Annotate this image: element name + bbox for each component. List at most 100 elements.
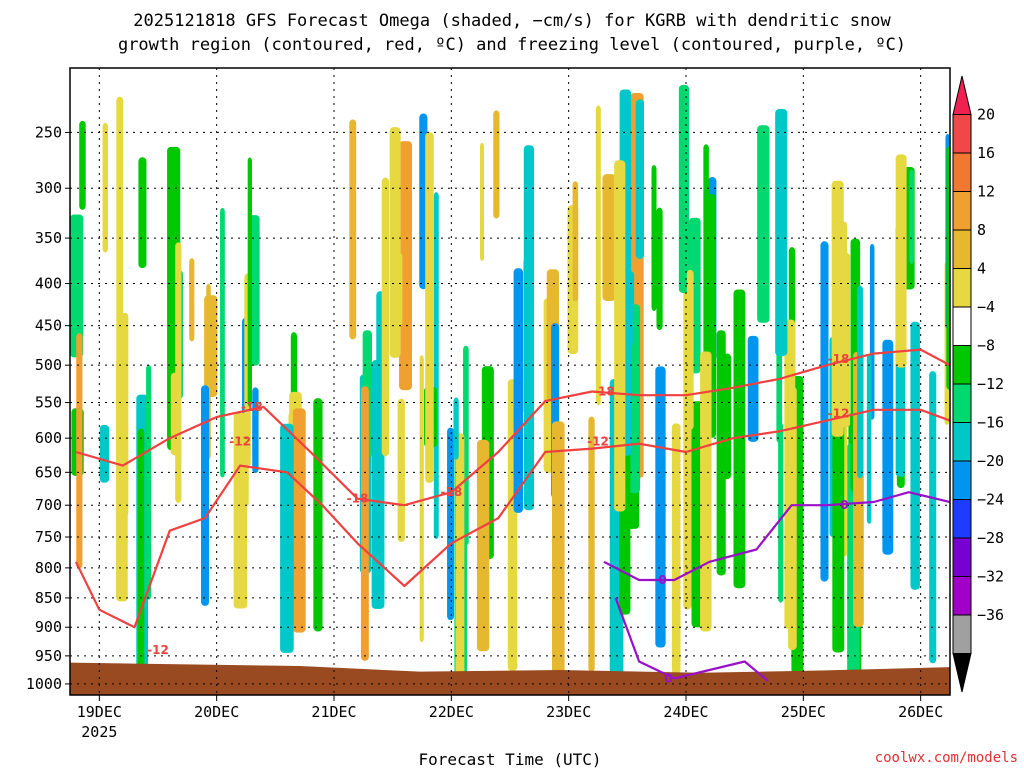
omega-streak (233, 412, 248, 609)
colorbar-label: −20 (977, 452, 1004, 470)
plot-frame (69, 67, 951, 696)
y-tick-label: 500 (35, 356, 62, 374)
omega-streak (929, 371, 937, 664)
omega-streak (552, 421, 565, 679)
colorbar-swatch (952, 614, 972, 654)
omega-streak (137, 428, 145, 679)
omega-streak (247, 157, 252, 407)
omega-streak (820, 241, 829, 582)
contour-label-lower: -12 (587, 435, 609, 449)
colorbar-swatch (952, 499, 972, 539)
title-line-1: 2025121818 GFS Forecast Omega (shaded, −… (133, 11, 891, 31)
omega-streak (635, 99, 644, 259)
omega-streak (360, 386, 369, 661)
omega-streak (839, 252, 851, 428)
omega-streak (476, 439, 490, 652)
colorbar-label: 12 (977, 183, 995, 201)
colorbar-swatch (952, 576, 972, 616)
y-tick-label: 950 (35, 647, 62, 665)
omega-streak (175, 242, 182, 503)
omega-streak (523, 145, 535, 511)
colorbar-label: −24 (977, 491, 1004, 509)
contour-label-upper: -18 (241, 400, 263, 414)
colorbar-label: 16 (977, 144, 995, 162)
omega-streak (493, 110, 500, 219)
omega-streak (425, 132, 434, 483)
contour-label-freezing: 0 (840, 498, 848, 512)
omega-streak (895, 154, 907, 368)
colorbar-swatch (952, 460, 972, 500)
x-tick-label: 23DEC (546, 703, 591, 721)
y-tick-label: 400 (35, 275, 62, 293)
colorbar-swatch (952, 537, 972, 577)
omega-streak (655, 366, 666, 648)
colorbar-swatch (952, 345, 972, 385)
omega-streak (614, 160, 626, 512)
y-tick-label: 600 (35, 429, 62, 447)
x-tick-label: 24DEC (663, 703, 708, 721)
omega-streak (99, 424, 110, 483)
omega-streak (313, 398, 323, 632)
y-tick-label: 550 (35, 394, 62, 412)
omega-streak (757, 125, 770, 323)
omega-streak (747, 335, 759, 442)
colorbar-swatch (952, 422, 972, 462)
colorbar-label: −4 (977, 298, 995, 316)
y-tick-label: 800 (35, 559, 62, 577)
colorbar-swatch (952, 229, 972, 269)
contour-label-upper: -18 (347, 492, 369, 506)
colorbar-label: 20 (977, 106, 995, 124)
contour-label-freezing: 0 (658, 573, 666, 587)
credit-text: coolwx.com/models (875, 750, 1018, 766)
omega-streak (686, 269, 694, 430)
omega-streak (882, 339, 894, 555)
x-tick-label: 25DEC (781, 703, 826, 721)
omega-streak (455, 433, 465, 679)
y-tick-label: 700 (35, 496, 62, 514)
contour-label-freezing: 0 (664, 671, 672, 685)
terrain-shape (70, 662, 950, 695)
omega-streak (138, 157, 147, 269)
omega-streak (775, 109, 788, 356)
y-tick-label: 650 (35, 463, 62, 481)
colorbar-swatch (952, 383, 972, 423)
omega-streak (102, 122, 108, 253)
colorbar-label: −28 (977, 529, 1004, 547)
omega-streak (280, 423, 294, 653)
contour-label-lower: -12 (229, 435, 251, 449)
x-tick-label: 26DEC (898, 703, 943, 721)
y-tick-label: 450 (35, 317, 62, 335)
omega-streak (572, 181, 579, 302)
colorbar-label: 4 (977, 260, 986, 278)
x-year-label: 2025 (81, 723, 117, 741)
dendritic-upper-contour (75, 348, 950, 507)
contour-label-upper: -18 (440, 485, 462, 499)
colorbar-label: −32 (977, 568, 1004, 586)
colorbar-label: −8 (977, 337, 995, 355)
omega-streak (671, 423, 681, 674)
y-tick-label: 900 (35, 618, 62, 636)
omega-streak (832, 365, 845, 653)
omega-streak (479, 142, 484, 261)
x-axis: 19DEC 20DEC 21DEC 22DEC 23DEC 24DEC 25DEC 26DEC… (77, 695, 943, 741)
omega-streak (349, 119, 357, 340)
omega-streak (716, 330, 726, 576)
colorbar-label: 8 (977, 221, 986, 239)
omega-streak (595, 105, 601, 406)
omega-streak (866, 354, 872, 524)
omega-streak (453, 397, 459, 460)
contour-label-lower: -12 (828, 406, 850, 420)
omega-streak (628, 304, 641, 494)
omega-streak (70, 214, 84, 358)
omega-streak (857, 285, 863, 479)
omega-streak (381, 177, 390, 457)
omega-streak (778, 422, 784, 603)
colorbar-swatch (952, 306, 972, 346)
y-tick-label: 750 (35, 528, 62, 546)
omega-streak (733, 289, 746, 589)
title-line-2: growth region (contoured, red, ºC) and f… (118, 35, 906, 55)
omega-streak (678, 84, 689, 294)
terrain-fill (70, 662, 950, 695)
omega-streak (116, 96, 124, 464)
